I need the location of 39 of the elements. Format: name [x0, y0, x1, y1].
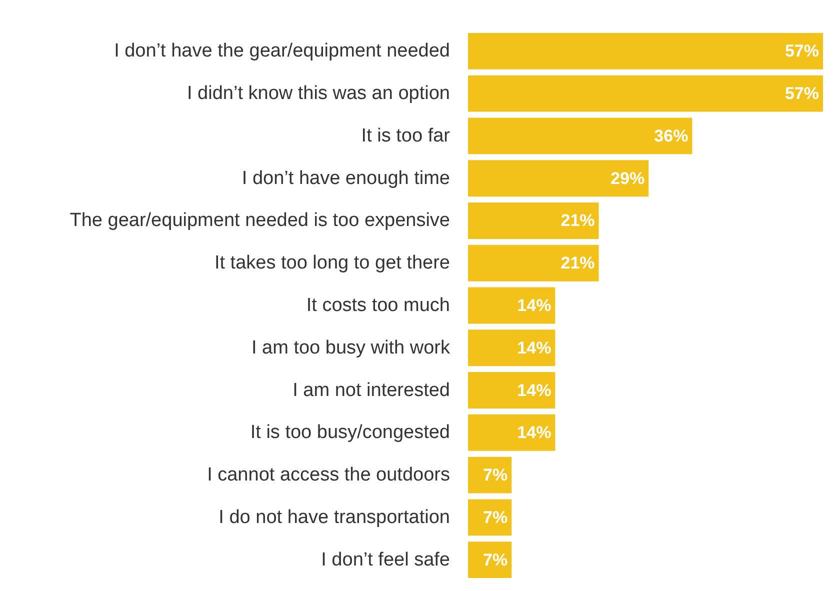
y-tick-label: The gear/equipment needed is too expensive [70, 210, 450, 232]
data-label: 21% [560, 254, 595, 273]
y-tick-label: I don’t have the gear/equipment needed [114, 40, 450, 62]
y-tick-label: I didn’t know this was an option [187, 83, 450, 104]
bar [468, 414, 556, 451]
bar [468, 75, 823, 112]
y-tick-label: I am not interested [292, 380, 450, 401]
bar [468, 372, 556, 408]
y-tick-label: It is too far [361, 125, 451, 146]
bar [468, 456, 512, 494]
data-label: 57% [784, 42, 819, 61]
y-tick-label: It is too busy/congested [250, 422, 450, 444]
y-tick-label: It takes too long to get there [214, 252, 450, 274]
bar [468, 202, 599, 239]
bar [468, 330, 556, 366]
data-label: 57% [784, 84, 819, 104]
data-label: 14% [517, 338, 552, 358]
y-tick-label: I don’t feel safe [321, 549, 450, 570]
y-tick-label: It costs too much [306, 295, 450, 316]
data-label: 14% [517, 423, 552, 442]
data-label: 14% [517, 296, 552, 315]
data-label: 7% [483, 466, 508, 485]
y-tick-label: I don’t have enough time [242, 168, 450, 189]
data-label: 36% [654, 126, 688, 146]
bar [468, 118, 692, 154]
y-tick-label: I cannot access the outdoors [207, 464, 450, 486]
bar [468, 160, 649, 197]
bar [468, 32, 823, 70]
data-label: 14% [517, 380, 552, 400]
bar [468, 244, 599, 282]
data-label: 7% [483, 550, 508, 570]
data-label: 7% [483, 508, 508, 527]
y-tick-label: I am too busy with work [251, 337, 450, 358]
bar [468, 542, 512, 578]
y-tick-label: I do not have transportation [218, 506, 450, 528]
bar [468, 499, 512, 536]
data-label: 29% [610, 168, 645, 188]
bar [468, 287, 556, 324]
data-label: 21% [560, 211, 595, 230]
